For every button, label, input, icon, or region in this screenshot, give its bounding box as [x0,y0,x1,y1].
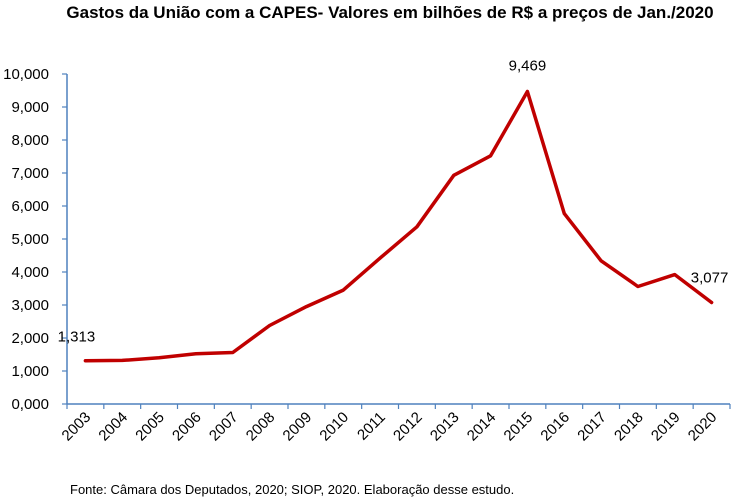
data-point [452,173,456,177]
x-tick-label: 2014 [464,409,500,445]
x-tick-label: 2004 [95,409,131,445]
data-point [268,323,272,327]
data-point [231,351,235,355]
x-axis: 2003 2004 2005 2006 2007 2008 2009 2010 2011 2012… [59,403,731,445]
series-line [83,89,714,363]
x-tick-label: 2005 [132,409,168,445]
y-tick-label: 9,000 [11,99,49,116]
data-point [415,225,419,229]
x-tick-label: 2015 [501,409,537,445]
x-tick-label: 2013 [427,409,463,445]
data-point [83,359,87,363]
data-point [304,305,308,309]
x-tick-label: 2009 [280,409,316,445]
x-tick-label: 2018 [611,409,647,445]
data-label: 9,469 [509,58,547,75]
x-tick-label: 2020 [685,409,721,445]
data-point [562,212,566,216]
x-tick-label: 2008 [243,409,279,445]
x-tick-label: 2011 [354,409,389,444]
data-point [194,352,198,356]
series-layer [83,89,714,363]
y-tick-label: 1,000 [11,363,49,380]
data-point [673,273,677,277]
y-tick-label: 8,000 [11,132,49,149]
data-point [489,154,493,158]
y-tick-label: 7,000 [11,165,49,182]
data-point [120,358,124,362]
x-tick-label: 2003 [59,409,95,445]
data-point [378,256,382,260]
source-note: Fonte: Câmara dos Deputados, 2020; SIOP,… [70,482,515,497]
data-point [157,356,161,360]
x-tick-label: 2010 [316,409,352,445]
data-labels: 1,313 9,469 3,077 [58,58,729,346]
data-point [710,300,714,304]
y-tick-label: 3,000 [11,297,49,314]
y-tick-label: 0,000 [11,396,49,413]
data-label: 1,313 [58,329,96,346]
y-axis: 0,000 1,000 2,000 3,000 4,000 5,000 6,000 7,000… [3,66,68,413]
y-tick-label: 4,000 [11,264,49,281]
x-tick-label: 2012 [390,409,426,445]
y-tick-label: 10,000 [3,66,49,83]
data-point [636,285,640,289]
y-tick-label: 2,000 [11,330,49,347]
chart-title: Gastos da União com a CAPES- Valores em … [66,3,714,22]
x-tick-label: 2019 [648,409,684,445]
y-tick-label: 5,000 [11,231,49,248]
data-point [599,259,603,263]
data-label: 3,077 [691,269,729,286]
data-point [525,90,529,94]
data-point [341,288,345,292]
x-tick-label: 2007 [206,409,242,445]
x-tick-label: 2016 [537,409,573,445]
y-tick-label: 6,000 [11,198,49,215]
x-tick-label: 2006 [169,409,205,445]
x-tick-label: 2017 [574,409,610,445]
